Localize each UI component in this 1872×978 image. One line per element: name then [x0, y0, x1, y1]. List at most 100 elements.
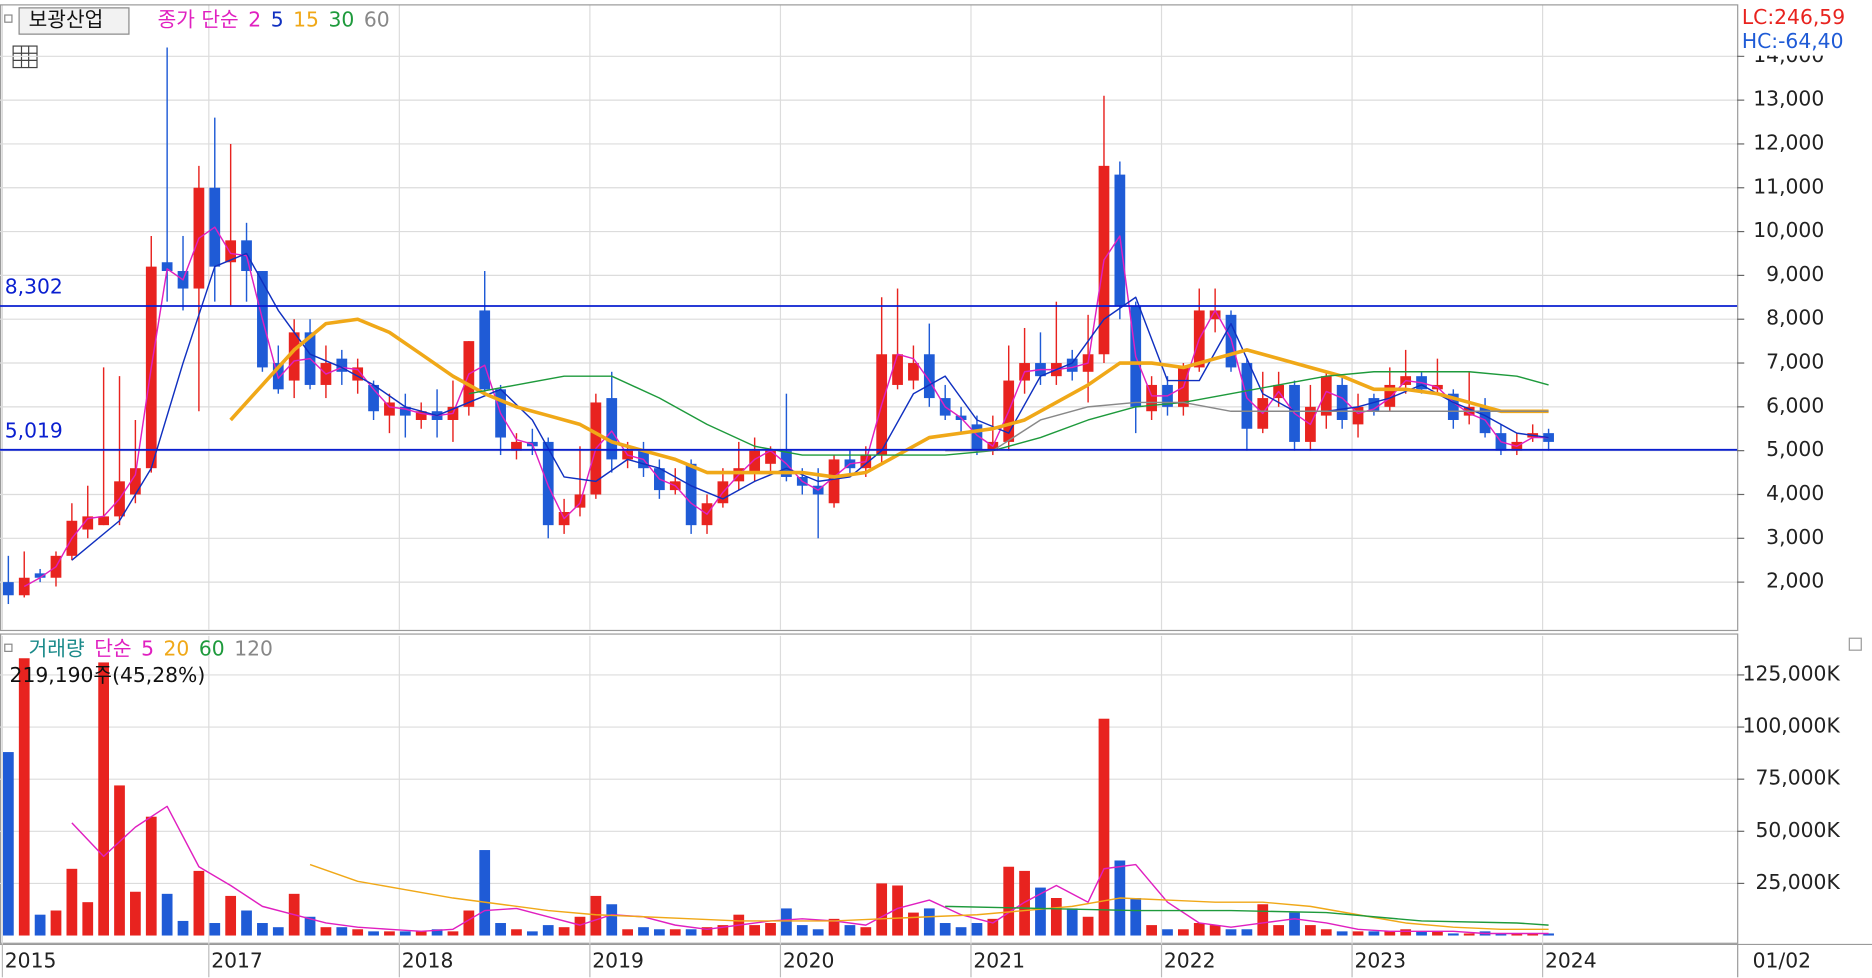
candle-body — [1146, 384, 1157, 412]
volume-bar — [2, 752, 14, 936]
volume-bar — [876, 883, 888, 936]
legend-entry: 60 — [364, 8, 390, 32]
volume-bar — [542, 925, 554, 936]
pane-icon[interactable] — [4, 14, 13, 23]
legend-entry: 60 — [199, 637, 225, 661]
candle-body — [368, 384, 379, 412]
candle-body — [2, 582, 14, 596]
annotation: LC:246,59 — [1742, 5, 1845, 29]
volume-bar — [431, 929, 443, 936]
moving-average-line — [71, 805, 1549, 935]
volume-bar — [352, 929, 364, 936]
volume-bar — [685, 929, 697, 936]
volume-bar — [574, 916, 586, 936]
volume-bar — [1241, 929, 1253, 936]
volume-bar — [447, 931, 459, 936]
reference-label: 8,302 — [5, 275, 63, 299]
volume-bar — [34, 914, 46, 936]
volume-bar — [272, 927, 284, 936]
legend-entry: 5 — [271, 8, 284, 32]
candle-body — [161, 262, 173, 272]
y-tick-label: 8,000 — [1766, 306, 1824, 330]
candle-body — [1447, 393, 1459, 420]
volume-bar — [1003, 866, 1015, 936]
volume-bar — [399, 931, 411, 936]
volume-bar — [1432, 931, 1443, 936]
x-tick-label: 2022 — [1164, 948, 1216, 972]
volume-bar — [765, 923, 776, 936]
moving-average-line — [945, 905, 1549, 926]
stock-name-box[interactable] — [18, 7, 130, 35]
y-tick-label: 25,000K — [1755, 870, 1840, 894]
volume-bar — [1400, 929, 1412, 936]
volume-bar — [796, 925, 808, 936]
candle-body — [1209, 310, 1221, 320]
moving-average-line — [945, 401, 1549, 452]
volume-bar — [1257, 904, 1269, 936]
volume-bar — [638, 927, 649, 936]
candle-body — [1336, 384, 1348, 420]
x-tick-label: 2021 — [973, 948, 1025, 972]
y-tick-label: 6,000 — [1766, 393, 1824, 417]
candle-body — [288, 332, 300, 381]
y-tick-label: 2,000 — [1766, 569, 1824, 593]
volume-bar — [193, 870, 205, 936]
volume-bar — [177, 920, 189, 936]
moving-average-line — [309, 863, 1549, 931]
volume-bar — [781, 908, 792, 936]
volume-bar — [511, 929, 522, 936]
volume-title: 거래량 — [29, 637, 85, 661]
volume-bar — [1511, 933, 1523, 936]
candle-body — [765, 450, 776, 464]
volume-bar — [415, 931, 427, 936]
x-tick-label: 2019 — [592, 948, 644, 972]
legend-entry: 20 — [164, 637, 190, 661]
volume-bar — [225, 895, 237, 936]
volume-bar — [717, 925, 729, 936]
x-tick-label: 2020 — [783, 948, 835, 972]
volume-bar — [558, 927, 570, 936]
candle-body — [82, 516, 94, 530]
volume-bar — [50, 910, 62, 936]
volume-bar — [892, 885, 903, 936]
candle-body — [1352, 406, 1364, 425]
volume-bar — [384, 931, 395, 936]
pane-icon[interactable] — [4, 643, 13, 652]
legend-entry: 120 — [234, 637, 273, 661]
volume-bar — [908, 912, 919, 936]
x-tick-label: 2015 — [5, 948, 57, 972]
reference-label: 5,019 — [5, 418, 63, 442]
volume-bar — [1289, 912, 1300, 936]
candle-body — [828, 459, 840, 504]
legend-label: 단순 — [94, 637, 131, 661]
volume-bar — [1019, 870, 1030, 936]
volume-bar — [320, 927, 332, 936]
y-tick-label: 7,000 — [1766, 350, 1824, 374]
candle-body — [399, 406, 411, 416]
volume-bar — [161, 893, 173, 936]
volume-bar — [66, 868, 78, 936]
candle-body — [130, 468, 141, 495]
volume-bar — [1527, 933, 1539, 936]
volume-bar — [828, 918, 840, 936]
volume-bar — [1130, 898, 1142, 936]
volume-bar — [145, 816, 157, 936]
volume-bar — [130, 891, 141, 936]
volume-bar — [1384, 931, 1396, 936]
volume-bar — [114, 785, 125, 936]
volume-bar — [1209, 925, 1221, 936]
y-tick-label: 9,000 — [1766, 262, 1824, 286]
volume-bar — [1320, 929, 1332, 936]
scroll-marker[interactable] — [1848, 637, 1862, 651]
volume-bar — [336, 927, 348, 936]
volume-bar — [1416, 931, 1427, 936]
volume-bar — [606, 904, 618, 936]
volume-bar — [1162, 929, 1173, 936]
y-tick-label: 3,000 — [1766, 525, 1824, 549]
annotation-bg — [1739, 5, 1871, 56]
volume-bar — [463, 910, 475, 936]
y-tick-label: 12,000 — [1753, 130, 1824, 154]
volume-bar — [923, 908, 935, 936]
candle-body — [1368, 398, 1380, 412]
